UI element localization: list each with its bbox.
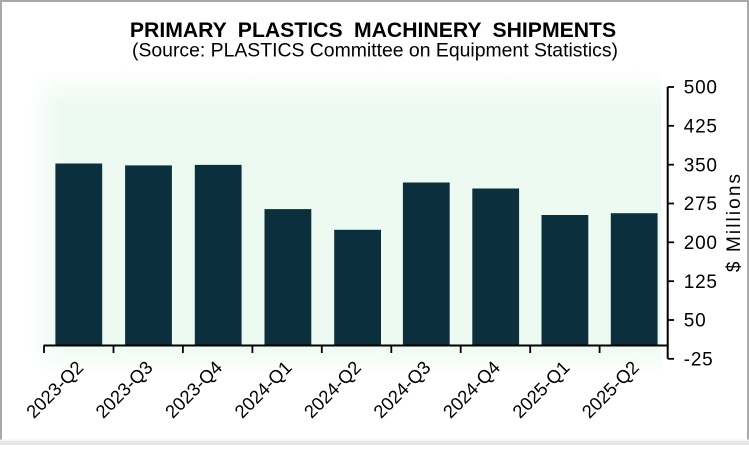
svg-text:50: 50 [684, 311, 707, 332]
svg-text:(Source: PLASTICS Committee on: (Source: PLASTICS Committee on Equipment… [132, 40, 618, 62]
svg-text:425: 425 [684, 116, 718, 137]
svg-text:-25: -25 [684, 349, 714, 370]
svg-text:500: 500 [684, 78, 718, 99]
svg-text:$ Millions: $ Millions [724, 172, 745, 272]
svg-text:125: 125 [684, 272, 718, 293]
svg-text:350: 350 [684, 155, 718, 176]
svg-text:200: 200 [684, 233, 718, 254]
svg-text:275: 275 [684, 194, 718, 215]
svg-text:PRIMARY PLASTICS MACHINERY SHI: PRIMARY PLASTICS MACHINERY SHIPMENTS [130, 19, 616, 42]
